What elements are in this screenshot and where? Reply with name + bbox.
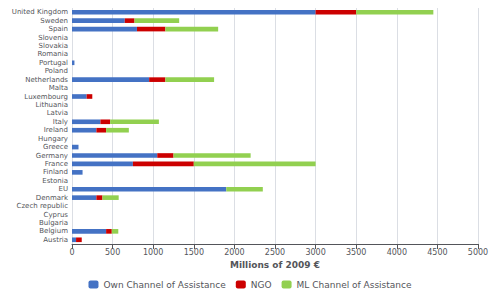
svg-text:0: 0 — [69, 248, 74, 257]
svg-text:Own Channel of Assistance: Own Channel of Assistance — [103, 280, 226, 290]
svg-text:500: 500 — [105, 248, 120, 257]
svg-text:Finland: Finland — [43, 168, 68, 176]
svg-text:Austria: Austria — [43, 236, 68, 244]
svg-text:NGO: NGO — [251, 280, 272, 290]
svg-text:4000: 4000 — [387, 248, 407, 257]
svg-text:France: France — [45, 160, 68, 168]
svg-text:Luxembourg: Luxembourg — [24, 93, 68, 101]
svg-text:Belgium: Belgium — [39, 227, 68, 235]
svg-text:Portugal: Portugal — [39, 59, 68, 67]
svg-text:Latvia: Latvia — [47, 109, 68, 117]
svg-text:Germany: Germany — [36, 152, 68, 160]
svg-text:2500: 2500 — [265, 248, 285, 257]
svg-text:Denmark: Denmark — [36, 194, 69, 202]
svg-text:Malta: Malta — [49, 84, 68, 92]
svg-text:Greece: Greece — [43, 143, 68, 151]
svg-text:Hungary: Hungary — [38, 135, 68, 143]
svg-text:EU: EU — [58, 185, 68, 193]
svg-text:Czech republic: Czech republic — [17, 202, 69, 210]
svg-text:3000: 3000 — [305, 248, 325, 257]
svg-text:1500: 1500 — [184, 248, 204, 257]
svg-text:2000: 2000 — [224, 248, 244, 257]
svg-text:Poland: Poland — [45, 67, 68, 75]
svg-text:3500: 3500 — [346, 248, 366, 257]
svg-text:Slovenia: Slovenia — [38, 34, 68, 42]
svg-text:5000: 5000 — [468, 248, 488, 257]
svg-text:United Kingdom: United Kingdom — [12, 8, 68, 16]
svg-text:ML Channel of Assistance: ML Channel of Assistance — [297, 280, 412, 290]
svg-text:Cyprus: Cyprus — [44, 211, 69, 219]
svg-text:Ireland: Ireland — [44, 126, 68, 134]
svg-text:Romania: Romania — [37, 50, 68, 58]
svg-text:Estonia: Estonia — [42, 177, 68, 185]
svg-text:Sweden: Sweden — [40, 17, 68, 25]
svg-text:Spain: Spain — [48, 25, 68, 33]
svg-text:Bulgaria: Bulgaria — [39, 219, 68, 227]
svg-text:Slovakia: Slovakia — [39, 42, 68, 50]
svg-text:Lithuania: Lithuania — [36, 101, 68, 109]
svg-text:1000: 1000 — [143, 248, 163, 257]
svg-text:Millions of 2009 €: Millions of 2009 € — [230, 260, 320, 270]
svg-text:Italy: Italy — [53, 118, 68, 126]
svg-text:4500: 4500 — [427, 248, 447, 257]
svg-text:Netherlands: Netherlands — [25, 76, 68, 84]
